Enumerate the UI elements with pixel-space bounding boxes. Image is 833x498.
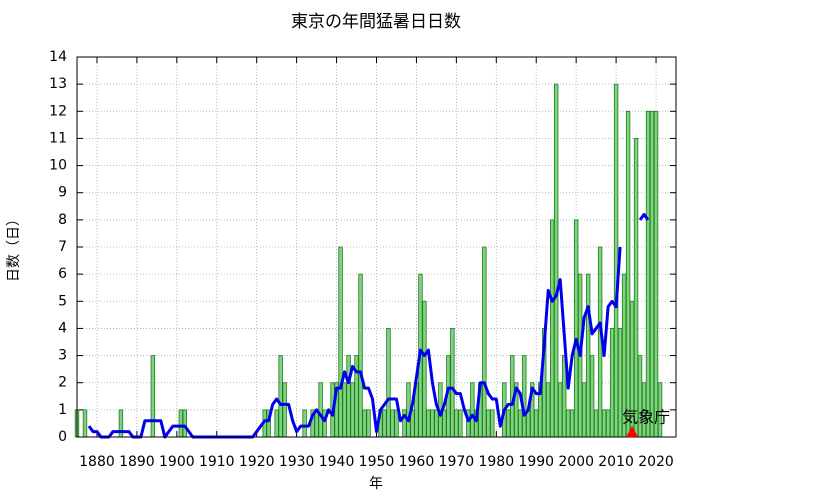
x-tick-label: 2000 (558, 454, 594, 470)
bar (450, 328, 455, 438)
y-axis-label: 日数（日） (6, 212, 22, 282)
bar (82, 409, 88, 438)
bar (605, 409, 611, 438)
bar (442, 409, 447, 438)
y-tick-label: 11 (49, 130, 67, 146)
x-tick-label: 1920 (239, 454, 275, 470)
bar (633, 138, 639, 438)
y-tick-label: 2 (58, 375, 67, 391)
x-tick-label: 1980 (478, 454, 514, 470)
line (87, 246, 622, 439)
bar (557, 382, 563, 438)
chart-title: 東京の年間猛暑日日数 (291, 12, 461, 32)
bar (482, 246, 487, 438)
bar (390, 409, 395, 438)
y-tick-label: 14 (49, 49, 67, 65)
bar (593, 409, 599, 438)
bar (426, 409, 431, 438)
x-tick-label: 1990 (518, 454, 554, 470)
annotation-marker (626, 426, 639, 437)
x-tick-label: 1890 (119, 454, 155, 470)
bar (581, 382, 587, 438)
y-tick-label: 8 (58, 212, 67, 228)
x-tick-label: 2010 (598, 454, 634, 470)
bar (569, 409, 575, 438)
bar (430, 409, 435, 438)
bar (506, 409, 511, 438)
bar (358, 273, 363, 438)
bar (518, 409, 523, 438)
bar (625, 110, 631, 438)
bar (546, 382, 551, 438)
bar (601, 409, 607, 438)
y-tick-label: 13 (49, 76, 67, 92)
y-tick-label: 4 (58, 320, 67, 336)
y-tick-label: 7 (58, 239, 67, 255)
bar (486, 409, 491, 438)
bar (150, 355, 156, 438)
x-tick-label: 1960 (399, 454, 435, 470)
bar (350, 382, 355, 438)
bar (534, 409, 539, 438)
bar (362, 409, 367, 438)
y-tick-label: 12 (49, 103, 67, 119)
line (638, 212, 650, 221)
bar (613, 83, 619, 438)
y-tick-label: 3 (58, 348, 67, 364)
y-tick-label: 9 (58, 185, 67, 201)
x-tick-label: 1950 (359, 454, 395, 470)
bar (589, 355, 595, 438)
bar (458, 409, 463, 438)
plot-frame (76, 56, 677, 438)
y-tick-label: 0 (58, 429, 67, 445)
bar (386, 328, 391, 438)
bar (282, 382, 287, 438)
bar (470, 382, 475, 438)
bar (550, 219, 555, 438)
bar (554, 83, 559, 438)
bar (609, 328, 615, 438)
x-tick-label: 1880 (79, 454, 115, 470)
y-tick-label: 6 (58, 266, 67, 282)
y-tick-label: 5 (58, 293, 67, 309)
bar (278, 355, 283, 438)
bar (573, 219, 579, 438)
bar (366, 409, 371, 438)
y-tick-label: 1 (58, 402, 67, 418)
x-axis-label: 年 (369, 476, 383, 492)
bar (338, 246, 343, 438)
bar (645, 110, 651, 438)
x-tick-label: 1900 (159, 454, 195, 470)
bar (178, 409, 184, 438)
bar (318, 382, 323, 438)
bar (585, 273, 591, 438)
bar (522, 355, 527, 438)
bar (434, 409, 439, 438)
bar (182, 409, 188, 438)
bar (346, 355, 351, 438)
bar (653, 110, 659, 438)
x-tick-label: 1930 (279, 454, 315, 470)
bar (649, 110, 655, 438)
bar (302, 409, 307, 438)
x-tick-label: 1970 (439, 454, 475, 470)
bar (454, 409, 459, 438)
bar (342, 382, 347, 438)
bar (422, 300, 427, 438)
bar (382, 409, 387, 438)
annotation: 気象庁 (622, 408, 670, 427)
x-tick-label: 2020 (638, 454, 674, 470)
y-tick-label: 10 (49, 158, 67, 174)
bar (565, 409, 571, 438)
x-tick-label: 1910 (199, 454, 235, 470)
x-tick-label: 1940 (319, 454, 355, 470)
bar (274, 409, 279, 438)
bar (490, 409, 495, 438)
